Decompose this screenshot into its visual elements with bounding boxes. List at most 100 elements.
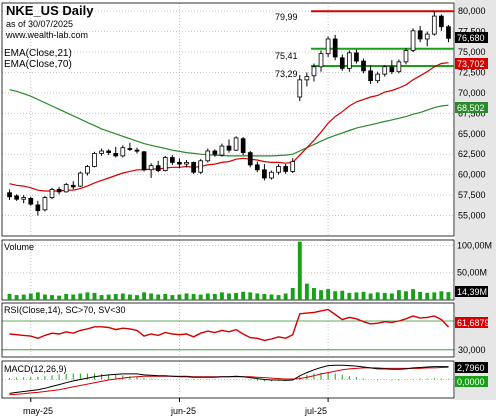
macd-signal-line	[9, 366, 449, 396]
volume-bar	[319, 290, 323, 300]
ema21-legend: EMA(Close,21)	[4, 48, 72, 59]
candle-body	[7, 192, 12, 198]
candle	[127, 142, 133, 151]
x-label-may: may-25	[23, 406, 53, 416]
panel-frame	[1, 302, 455, 358]
volume-bar	[163, 294, 168, 300]
volume-bar	[177, 294, 182, 300]
price-tick-label: 75,000	[458, 47, 486, 57]
candle	[269, 170, 274, 180]
candle-body	[28, 197, 34, 205]
candle-body	[304, 76, 310, 81]
volume-bar	[135, 295, 139, 300]
candle	[198, 159, 204, 174]
panel-frames	[1, 2, 455, 399]
volume-bar	[411, 289, 416, 300]
price-tick-label: 65,000	[458, 129, 486, 139]
candle	[155, 160, 161, 173]
candle	[361, 58, 366, 74]
volume-bars	[7, 241, 451, 300]
svg-text:14,39M: 14,39M	[457, 287, 487, 297]
candle	[28, 196, 34, 206]
candle-body	[198, 160, 204, 173]
candle-body	[375, 73, 381, 82]
candle	[7, 189, 12, 201]
candle	[77, 171, 83, 187]
as-of-date: as of 30/07/2025	[6, 19, 73, 29]
macd-line	[9, 364, 449, 394]
volume-bar	[382, 292, 387, 300]
candle-body	[396, 61, 402, 73]
candle-body	[431, 15, 437, 35]
ema-lines	[9, 62, 449, 192]
candle-body	[21, 197, 27, 200]
candle	[304, 72, 310, 87]
candle-body	[332, 38, 338, 58]
candle	[311, 63, 317, 82]
candle-body	[439, 15, 444, 28]
volume-bar	[42, 294, 47, 300]
svg-text:73,702: 73,702	[457, 59, 485, 69]
candle-body	[247, 152, 253, 166]
volume-bar	[432, 292, 437, 300]
candle-body	[35, 204, 41, 212]
candle-body	[77, 172, 83, 187]
candle	[240, 137, 246, 156]
price-tick-label: 70,000	[458, 88, 486, 98]
candle	[92, 151, 97, 168]
macd-value-tag: 2,7960	[455, 362, 488, 373]
candle-body	[42, 197, 48, 211]
candle-body	[290, 161, 296, 172]
candle-body	[141, 151, 147, 171]
volume-bar	[14, 295, 19, 300]
volume-bar	[71, 294, 76, 300]
x-label-jul: jul-25	[304, 406, 327, 416]
candle	[354, 49, 359, 64]
candle-body	[446, 26, 451, 39]
volume-bar	[7, 294, 12, 300]
level-label-high: 79,99	[275, 12, 298, 22]
svg-text:61,6879: 61,6879	[457, 318, 490, 328]
candle-body	[410, 30, 416, 51]
volume-bar	[269, 294, 274, 300]
candle	[177, 158, 182, 169]
symbol-title: NKE_US Daily	[6, 3, 94, 18]
candle	[191, 161, 196, 174]
candle	[56, 186, 62, 195]
price-tick-label: 72,500	[458, 67, 486, 77]
candle-body	[318, 53, 324, 68]
candle-body	[106, 150, 111, 154]
volume-bar	[241, 291, 246, 300]
candle	[339, 54, 345, 71]
candle-body	[361, 60, 366, 72]
candle-body	[127, 148, 133, 150]
volume-bar	[170, 295, 175, 300]
candle-body	[191, 162, 196, 173]
volume-bar	[439, 291, 444, 300]
price-tick-label: 67,500	[458, 108, 486, 118]
candle	[262, 164, 267, 181]
volume-bar	[149, 293, 154, 300]
candle-body	[325, 38, 331, 55]
candle	[14, 194, 19, 201]
ema70-value-tag: 68,502	[455, 102, 488, 113]
candle	[120, 145, 126, 158]
candle-body	[368, 70, 373, 82]
panel-frame	[1, 2, 455, 237]
candle	[35, 200, 41, 216]
candle-body	[85, 166, 90, 174]
candle	[21, 195, 27, 204]
volume-bar	[312, 288, 316, 300]
volume-bar	[21, 294, 26, 300]
volume-bar	[85, 292, 90, 300]
panel-frame	[1, 360, 455, 399]
volume-bar	[361, 291, 366, 300]
candle	[318, 50, 324, 72]
volume-bar	[396, 290, 401, 300]
volume-bar	[120, 293, 125, 300]
volume-bar	[446, 292, 451, 300]
candle-body	[417, 30, 423, 40]
candle-body	[99, 150, 104, 154]
candle	[141, 150, 147, 172]
candle-body	[240, 138, 246, 154]
